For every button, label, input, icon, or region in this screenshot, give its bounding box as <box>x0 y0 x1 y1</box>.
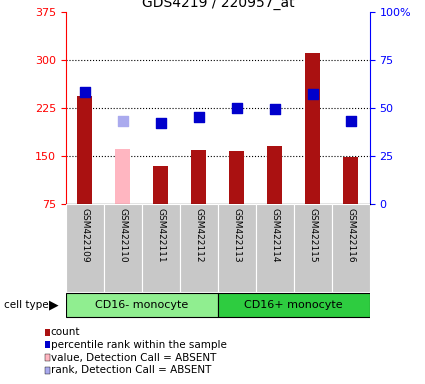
Bar <box>294 204 332 292</box>
Bar <box>115 149 130 204</box>
Text: CD16- monocyte: CD16- monocyte <box>95 300 188 310</box>
Point <box>82 89 88 95</box>
Point <box>157 120 164 126</box>
Bar <box>191 151 207 204</box>
Text: GSM422109: GSM422109 <box>80 208 89 263</box>
Bar <box>104 204 142 292</box>
Bar <box>267 146 282 204</box>
Text: GSM422115: GSM422115 <box>308 208 317 263</box>
Bar <box>218 204 256 292</box>
Bar <box>180 204 218 292</box>
Text: GSM422113: GSM422113 <box>232 208 241 263</box>
Bar <box>66 293 218 317</box>
Text: percentile rank within the sample: percentile rank within the sample <box>51 340 227 350</box>
Bar <box>332 204 370 292</box>
Text: value, Detection Call = ABSENT: value, Detection Call = ABSENT <box>51 353 216 362</box>
Bar <box>229 151 244 204</box>
Bar <box>66 204 104 292</box>
Bar <box>77 96 93 204</box>
Point <box>233 104 240 111</box>
Text: count: count <box>51 327 80 337</box>
Text: GSM422111: GSM422111 <box>156 208 165 263</box>
Point <box>196 114 202 120</box>
Bar <box>142 204 180 292</box>
Point <box>347 118 354 124</box>
Text: GSM422112: GSM422112 <box>194 208 203 262</box>
Text: GSM422110: GSM422110 <box>118 208 127 263</box>
Title: GDS4219 / 220957_at: GDS4219 / 220957_at <box>142 0 294 10</box>
Bar <box>343 157 358 204</box>
Point <box>309 91 316 97</box>
Point <box>272 106 278 113</box>
Bar <box>218 293 370 317</box>
Point <box>119 118 126 124</box>
Text: GSM422116: GSM422116 <box>346 208 355 263</box>
Text: CD16+ monocyte: CD16+ monocyte <box>244 300 343 310</box>
Text: cell type: cell type <box>4 300 49 310</box>
Bar <box>256 204 294 292</box>
Bar <box>153 166 168 204</box>
Text: ▶: ▶ <box>49 299 59 312</box>
Text: GSM422114: GSM422114 <box>270 208 279 262</box>
Text: rank, Detection Call = ABSENT: rank, Detection Call = ABSENT <box>51 365 211 375</box>
Bar <box>305 53 320 204</box>
